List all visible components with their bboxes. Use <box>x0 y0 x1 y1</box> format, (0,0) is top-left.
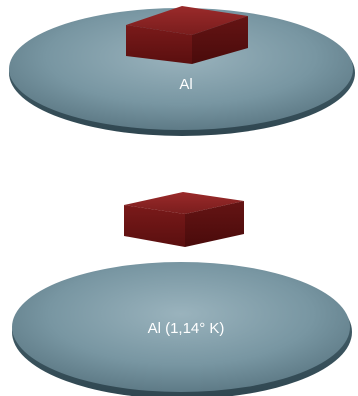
block-front-face <box>126 25 192 64</box>
aluminum-disc <box>9 8 353 130</box>
magnet-block <box>126 6 248 64</box>
disc-label-bottom: Al (1,14° K) <box>148 320 225 337</box>
block-side-face <box>185 201 244 247</box>
disc-label-top: Al <box>179 76 192 93</box>
magnet-block <box>124 192 244 247</box>
block-top-face <box>124 192 244 214</box>
block-top-face <box>126 6 248 35</box>
panel-top: Al <box>9 6 355 136</box>
block-front-face <box>124 205 185 247</box>
block-side-face <box>192 16 248 64</box>
aluminum-disc <box>12 262 350 392</box>
panel-bottom: Al (1,14° K) <box>12 192 352 396</box>
